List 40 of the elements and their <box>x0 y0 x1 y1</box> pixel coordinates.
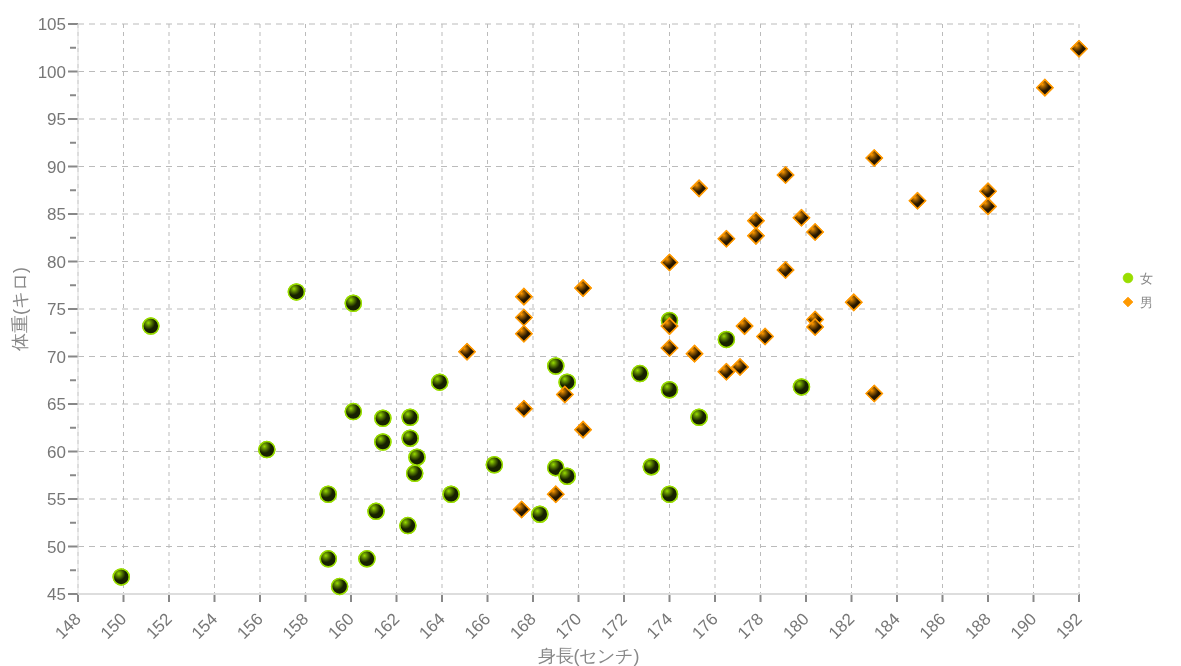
x-tick-label: 184 <box>870 609 904 643</box>
x-tick-label: 154 <box>187 609 222 643</box>
x-tick-label: 168 <box>506 609 540 643</box>
x-tick-label: 190 <box>1006 609 1041 643</box>
y-tick-label: 50 <box>47 537 66 557</box>
x-tick-label: 158 <box>278 609 313 643</box>
x-tick-label: 166 <box>460 609 495 643</box>
y-tick-label: 65 <box>47 395 66 414</box>
y-axis-title: 体重(キロ) <box>10 267 30 351</box>
y-tick-label: 55 <box>47 490 66 509</box>
x-tick-label: 172 <box>597 609 631 643</box>
y-tick-label: 85 <box>47 205 66 224</box>
x-tick-label: 170 <box>551 609 586 643</box>
x-tick-label: 152 <box>142 609 176 643</box>
x-tick-label: 178 <box>733 609 768 643</box>
y-tick-label: 70 <box>47 347 66 367</box>
x-tick-label: 180 <box>779 609 813 643</box>
x-tick-label: 164 <box>415 609 449 643</box>
x-tick-label: 188 <box>961 609 995 643</box>
legend-label: 男 <box>1140 295 1153 310</box>
x-tick-label: 162 <box>369 609 404 643</box>
x-tick-label: 176 <box>688 609 722 643</box>
x-tick-label: 192 <box>1052 609 1086 643</box>
legend-label: 女 <box>1140 271 1153 286</box>
x-tick-label: 156 <box>233 609 267 643</box>
y-tick-label: 45 <box>47 585 66 604</box>
x-tick-label: 148 <box>51 609 85 643</box>
x-axis-title: 身長(センチ) <box>537 646 640 666</box>
y-tick-label: 90 <box>47 157 66 177</box>
y-tick-label: 80 <box>47 252 66 272</box>
y-tick-label: 75 <box>47 300 66 319</box>
y-tick-label: 105 <box>37 15 66 34</box>
y-tick-label: 100 <box>37 62 66 82</box>
y-tick-label: 95 <box>47 110 66 129</box>
x-tick-label: 160 <box>324 609 358 643</box>
x-tick-label: 150 <box>96 609 131 643</box>
x-tick-label: 186 <box>915 609 950 643</box>
x-tick-label: 174 <box>642 609 677 643</box>
y-tick-label: 60 <box>47 442 66 462</box>
x-tick-label: 182 <box>824 609 859 643</box>
